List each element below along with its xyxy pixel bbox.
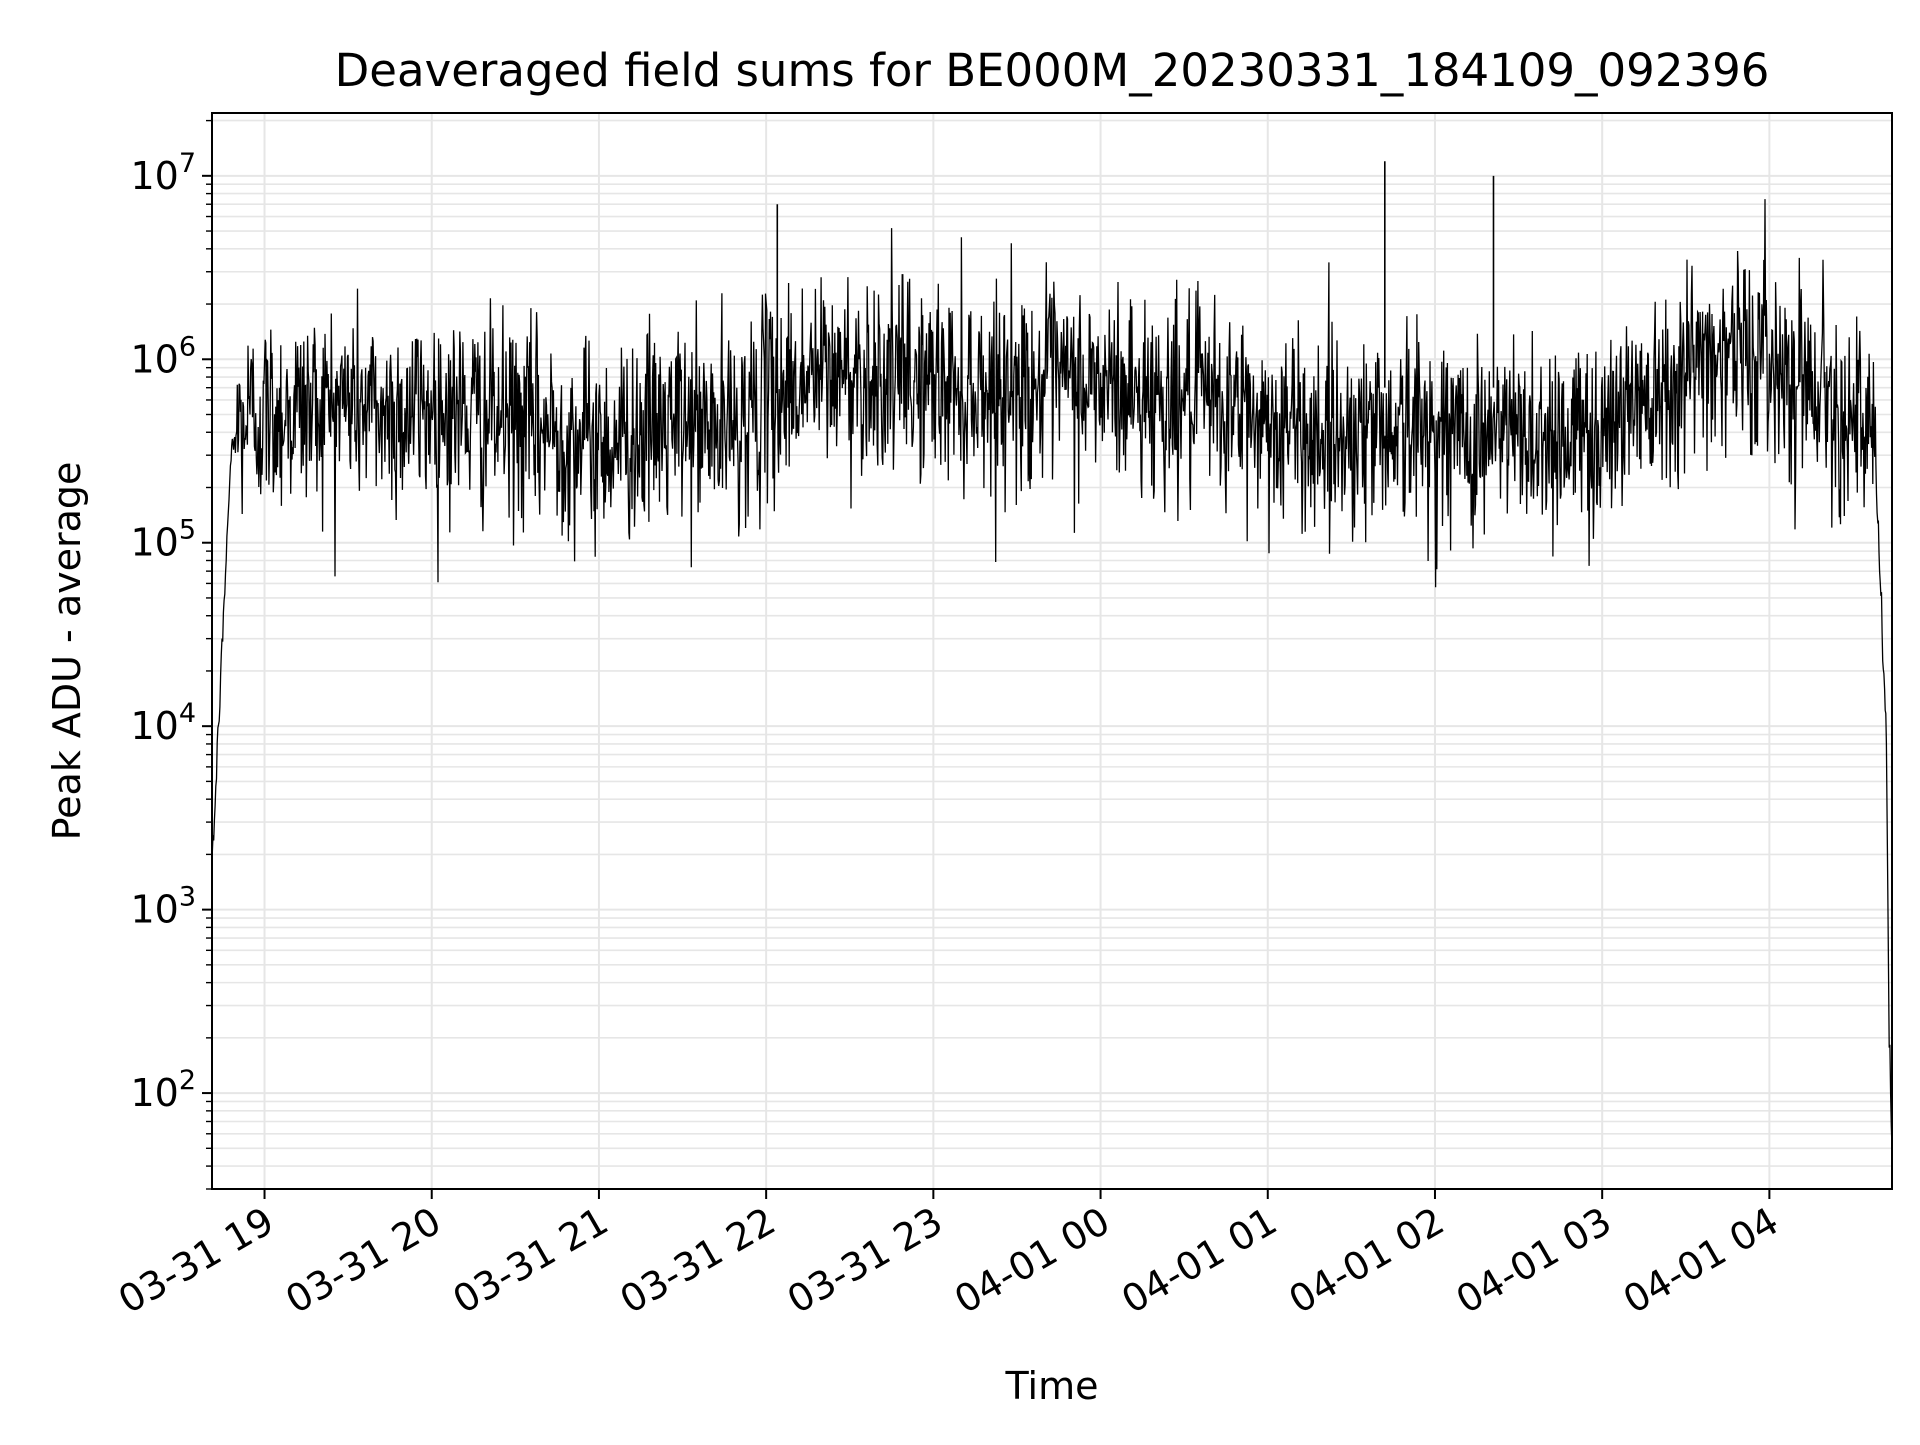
x-tick-label: 03-31 20 bbox=[278, 1199, 448, 1323]
y-tick-label: 107 bbox=[130, 148, 196, 198]
x-tick-label: 03-31 23 bbox=[780, 1199, 950, 1323]
x-tick-label: 03-31 22 bbox=[613, 1199, 783, 1323]
x-tick-label: 04-01 03 bbox=[1449, 1199, 1619, 1323]
plot-frame bbox=[211, 112, 1893, 1190]
series-0-line bbox=[210, 199, 1893, 1149]
x-tick-label: 04-01 02 bbox=[1282, 1199, 1452, 1323]
x-tick-label: 03-31 19 bbox=[111, 1199, 281, 1323]
y-tick-label: 103 bbox=[130, 882, 196, 932]
y-tick-label: 104 bbox=[130, 698, 196, 748]
y-tick-label: 102 bbox=[130, 1065, 196, 1115]
line-layer bbox=[210, 161, 1893, 1149]
y-tick-label: 106 bbox=[130, 331, 196, 381]
x-tick-label: 04-01 04 bbox=[1616, 1199, 1786, 1323]
grid-layer bbox=[212, 113, 1892, 1190]
y-axis: 102 103 104 105 106 107 bbox=[130, 119, 212, 1190]
x-tick-label: 04-01 00 bbox=[947, 1199, 1117, 1323]
x-tick-label: 03-31 21 bbox=[445, 1199, 615, 1323]
x-tick-label: 04-01 01 bbox=[1114, 1199, 1284, 1323]
chart-title: Deaveraged field sums for BE000M_2023033… bbox=[335, 44, 1770, 97]
y-tick-label: 105 bbox=[130, 515, 196, 565]
x-axis-label: Time bbox=[1005, 1364, 1099, 1408]
y-axis-label: Peak ADU - average bbox=[45, 462, 89, 841]
